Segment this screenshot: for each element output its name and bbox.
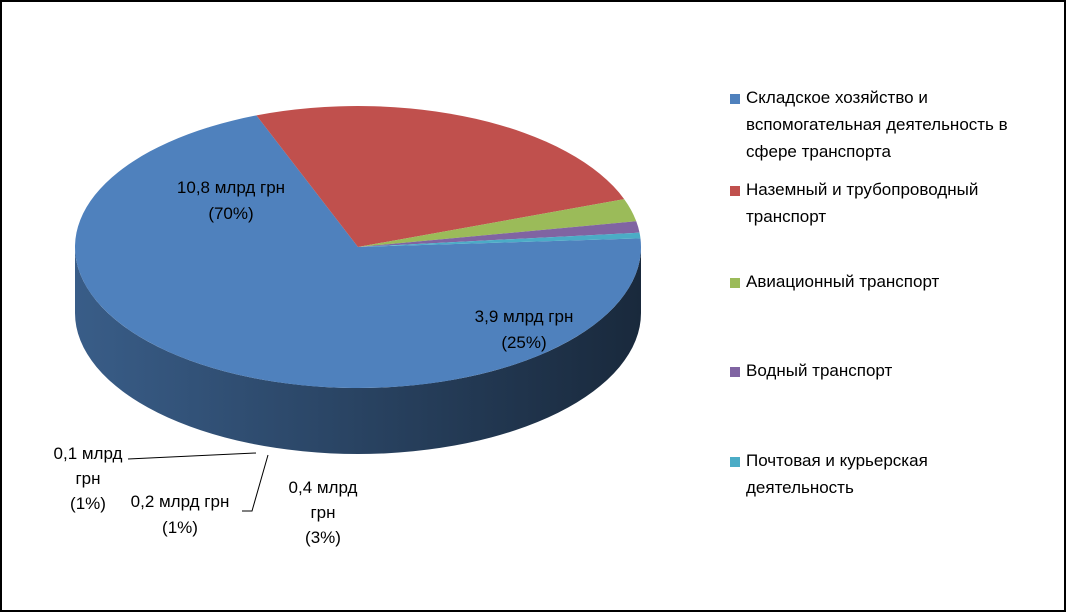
legend-swatch-warehousing [730,94,740,104]
legend-item-aviation: Авиационный транспорт [730,272,1050,295]
leader-line-water [242,454,269,512]
legend-label-postal: Почтовая и курьерская деятельность [746,451,928,497]
legend-swatch-postal [730,457,740,467]
pie-slice-aviation [358,199,637,247]
pie-slice-water [358,221,640,247]
legend-item-land: Наземный и трубопроводный транспорт [730,180,1050,230]
legend-item-water: Водный транспорт [730,361,1050,384]
legend-item-warehousing: Складское хозяйство и вспомогательная де… [730,88,1050,165]
legend-label-land: Наземный и трубопроводный транспорт [746,180,979,226]
slice-label-postal-unit: грн [75,469,100,488]
slice-label-water-value: 0,2 млрд грн [131,492,230,511]
slice-label-aviation-value: 0,4 млрд [289,478,358,497]
legend-label-warehousing: Складское хозяйство и вспомогательная де… [746,88,1008,161]
legend-item-postal: Почтовая и курьерская деятельность [730,451,1050,501]
slice-label-aviation-percent: (3%) [305,528,341,547]
legend-label-water: Водный транспорт [746,361,893,380]
pie-wall-warehousing [75,247,641,454]
slice-label-water-percent: (1%) [162,518,198,537]
leader-lines [127,452,269,512]
leader-line-postal [127,452,257,460]
pie-slice-postal [358,232,641,247]
legend-swatch-aviation [730,278,740,288]
pie-tops [75,106,642,389]
slice-label-warehousing-value: 10,8 млрд грн [177,178,285,197]
legend-swatch-land [730,186,740,196]
legend-label-aviation: Авиационный транспорт [746,272,940,291]
slice-label-aviation-unit: грн [310,503,335,522]
pie-walls [75,247,641,454]
pie-slice-land [256,106,625,247]
slice-label-land-percent: (25%) [501,333,546,352]
slice-label-postal-percent: (1%) [70,494,106,513]
legend-swatch-water [730,367,740,377]
slice-label-warehousing-percent: (70%) [208,204,253,223]
slice-label-land-value: 3,9 млрд грн [475,307,574,326]
slice-label-postal-value: 0,1 млрд [54,444,123,463]
pie-slice-warehousing [75,115,642,389]
